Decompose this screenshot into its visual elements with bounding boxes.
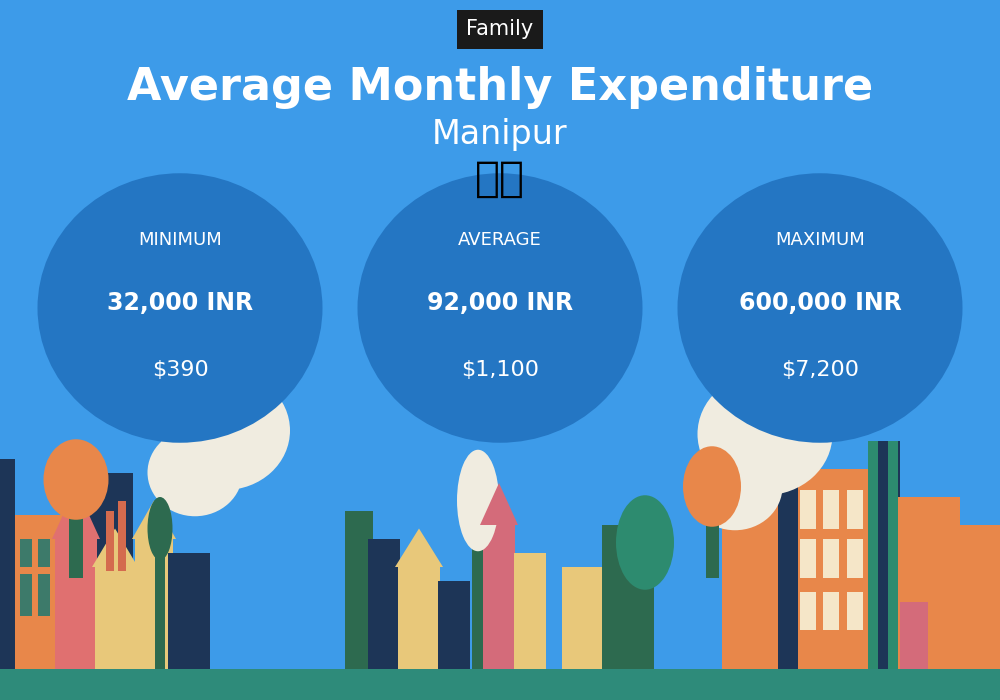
Bar <box>398 567 440 668</box>
Bar <box>847 539 863 578</box>
Bar <box>38 539 50 567</box>
Ellipse shape <box>688 443 782 531</box>
Bar <box>20 539 32 567</box>
Text: $390: $390 <box>152 360 208 379</box>
Bar <box>368 539 400 668</box>
Text: 32,000 INR: 32,000 INR <box>107 291 253 315</box>
Text: AVERAGE: AVERAGE <box>458 231 542 249</box>
Bar <box>868 441 878 668</box>
Bar <box>472 511 485 668</box>
Ellipse shape <box>148 428 242 517</box>
Bar <box>514 553 546 668</box>
Text: Family: Family <box>466 20 534 39</box>
Bar <box>15 514 70 668</box>
Text: 🇮🇳: 🇮🇳 <box>475 158 525 199</box>
Bar <box>898 497 960 668</box>
Ellipse shape <box>160 371 290 490</box>
Bar <box>800 539 816 578</box>
Polygon shape <box>395 528 443 567</box>
Bar <box>900 602 928 668</box>
Bar <box>483 525 515 668</box>
Bar <box>38 574 50 616</box>
Bar <box>0 458 15 668</box>
Bar <box>0 668 1000 700</box>
Ellipse shape <box>358 174 642 442</box>
Bar <box>868 441 900 668</box>
Bar <box>562 567 604 668</box>
Bar <box>438 581 470 668</box>
Text: MINIMUM: MINIMUM <box>138 231 222 249</box>
Polygon shape <box>132 500 176 539</box>
Bar <box>155 536 165 668</box>
Bar <box>106 511 114 570</box>
Bar <box>800 490 816 528</box>
Bar <box>823 592 839 630</box>
Ellipse shape <box>678 174 962 442</box>
Bar <box>55 539 97 668</box>
Ellipse shape <box>457 450 499 552</box>
Polygon shape <box>92 528 138 567</box>
Bar <box>958 525 1000 668</box>
Bar <box>20 574 32 616</box>
Bar <box>95 567 135 668</box>
Text: Manipur: Manipur <box>432 118 568 151</box>
Ellipse shape <box>698 372 832 496</box>
Bar <box>345 511 373 668</box>
Bar <box>118 500 126 570</box>
Text: 600,000 INR: 600,000 INR <box>739 291 901 315</box>
Bar <box>847 490 863 528</box>
Polygon shape <box>480 483 518 525</box>
Bar <box>722 483 780 668</box>
Bar <box>135 539 173 668</box>
Ellipse shape <box>683 447 741 526</box>
Bar <box>68 473 133 668</box>
Bar <box>69 490 83 578</box>
Text: $1,100: $1,100 <box>461 360 539 379</box>
Bar <box>798 469 870 668</box>
Bar <box>602 525 654 668</box>
Ellipse shape <box>616 496 674 589</box>
Bar <box>823 490 839 528</box>
Bar <box>778 455 800 668</box>
Ellipse shape <box>38 174 322 442</box>
Ellipse shape <box>148 497 173 560</box>
Text: Average Monthly Expenditure: Average Monthly Expenditure <box>127 66 873 109</box>
Text: 92,000 INR: 92,000 INR <box>427 291 573 315</box>
Bar <box>168 553 210 668</box>
Bar <box>847 592 863 630</box>
Bar <box>706 504 719 578</box>
Bar <box>823 539 839 578</box>
Ellipse shape <box>44 440 108 519</box>
Bar <box>800 592 816 630</box>
Text: MAXIMUM: MAXIMUM <box>775 231 865 249</box>
Text: $7,200: $7,200 <box>781 360 859 379</box>
Polygon shape <box>52 486 100 539</box>
Bar <box>888 441 898 668</box>
